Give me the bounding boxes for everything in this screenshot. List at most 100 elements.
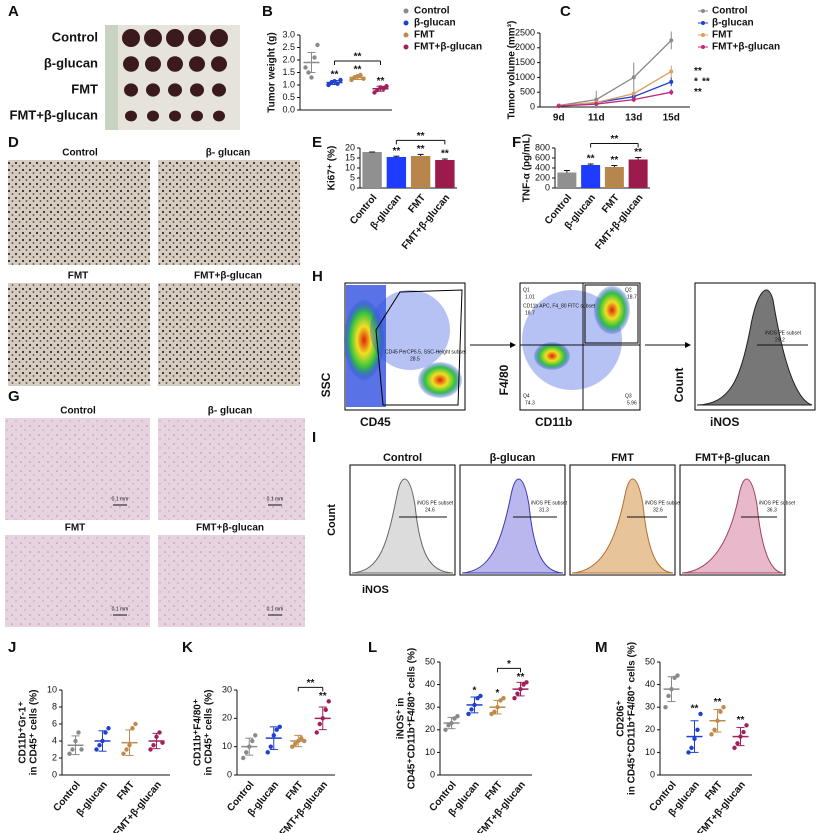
- y-tick-label: 20: [645, 724, 655, 734]
- y-axis-label: iNOS⁺ in: [396, 698, 407, 739]
- data-point: [518, 686, 523, 692]
- axis-label: Count: [326, 504, 338, 536]
- data-point: [512, 695, 517, 701]
- y-tick-label: 8: [52, 701, 57, 711]
- data-point: [349, 77, 354, 83]
- data-point: [70, 747, 75, 752]
- data-point: [106, 726, 111, 731]
- y-tick-label: 4: [52, 735, 57, 745]
- y-tick-label: 0: [227, 769, 232, 779]
- y-tick-label: 10: [425, 747, 435, 757]
- histogram-title: Control: [383, 452, 422, 464]
- legend-marker: [403, 32, 409, 38]
- tumor: [122, 29, 140, 47]
- tumor: [190, 83, 204, 97]
- data-point: [663, 705, 668, 710]
- y-tick-label: 20: [222, 713, 232, 723]
- data-point: [675, 673, 680, 678]
- he-image: [158, 418, 305, 520]
- y-tick-label: 2.5: [282, 42, 295, 52]
- data-point: [148, 747, 153, 752]
- y-axis-label: Tumor weight (g): [267, 32, 278, 112]
- data-point: [121, 751, 126, 756]
- significance: *: [473, 686, 477, 697]
- data-point: [741, 729, 746, 735]
- data-point: [381, 86, 386, 91]
- marker: [669, 79, 674, 84]
- gate-value: 24.6: [425, 507, 435, 513]
- data-point: [443, 727, 448, 732]
- tumor: [125, 110, 137, 122]
- y-tick-label: 600: [535, 152, 550, 162]
- panel-letter: D: [8, 134, 19, 151]
- arrow-head: [685, 342, 691, 348]
- he-image: [5, 535, 150, 627]
- y-tick-label: 2500: [515, 27, 535, 37]
- y-tick-label: 5: [350, 172, 355, 182]
- y-tick-label: 30: [425, 702, 435, 712]
- data-point: [253, 733, 258, 738]
- panel-letter: E: [312, 134, 322, 151]
- marker: [594, 97, 599, 102]
- bracket-label: **: [417, 131, 425, 142]
- y-tick-label: 2: [52, 752, 57, 762]
- y-tick-label: 0: [52, 769, 57, 779]
- tumor: [188, 29, 206, 47]
- data-point: [293, 741, 298, 747]
- y-tick-label: 0: [430, 769, 435, 779]
- data-point: [689, 745, 694, 751]
- tumor: [147, 110, 159, 122]
- ihc-image: [8, 160, 150, 265]
- legend-label: Control: [414, 6, 450, 17]
- marker: [594, 102, 599, 107]
- data-point: [79, 747, 84, 752]
- tumor: [169, 110, 181, 122]
- annotation: *: [694, 76, 698, 87]
- ihc-image: [158, 283, 300, 386]
- gate: [375, 289, 463, 406]
- significance: **: [417, 144, 425, 155]
- bar: [581, 165, 601, 188]
- axis-label: CD11b: [535, 415, 572, 429]
- data-point: [277, 724, 282, 730]
- y-tick-label: 2000: [515, 42, 535, 52]
- y-tick-label: 800: [535, 142, 550, 152]
- tumor: [145, 56, 161, 72]
- he-image: [5, 418, 150, 520]
- data-point: [97, 743, 102, 748]
- image-label: β- glucan: [206, 148, 250, 159]
- data-point: [715, 718, 720, 723]
- panel-letter: G: [8, 388, 20, 405]
- ihc-image: [8, 283, 150, 386]
- data-point: [160, 740, 165, 745]
- tumor: [213, 110, 225, 122]
- line: [558, 70, 672, 107]
- gate-name: CD11b APC, F4_80 FITC subset: [523, 303, 596, 309]
- y-tick-label: 500: [520, 87, 535, 97]
- data-point: [732, 745, 737, 751]
- gate-value: 32.6: [653, 507, 663, 513]
- tumor: [211, 56, 227, 72]
- histogram: [351, 478, 454, 574]
- data-point: [498, 698, 503, 703]
- bracket-label: **: [307, 678, 315, 689]
- x-tick-label: FMT: [703, 780, 725, 803]
- x-tick-label: FMT: [115, 780, 137, 803]
- data-point: [103, 730, 108, 735]
- axis-label: CD45: [360, 415, 391, 429]
- static-layout: [5, 25, 816, 627]
- panel-letter: A: [8, 3, 19, 20]
- axis-label: iNOS: [362, 584, 389, 596]
- legend-marker: [701, 45, 705, 49]
- tumor: [191, 110, 203, 122]
- data-point: [686, 750, 691, 755]
- data-point: [669, 686, 674, 692]
- data-point: [268, 744, 273, 749]
- image-label: FMT: [65, 523, 86, 534]
- data-point: [247, 744, 252, 749]
- tumor: [168, 83, 182, 97]
- significance: **: [634, 147, 642, 158]
- legend-label: FMT: [712, 30, 733, 41]
- gate-name: iNOS PE subset: [531, 500, 568, 506]
